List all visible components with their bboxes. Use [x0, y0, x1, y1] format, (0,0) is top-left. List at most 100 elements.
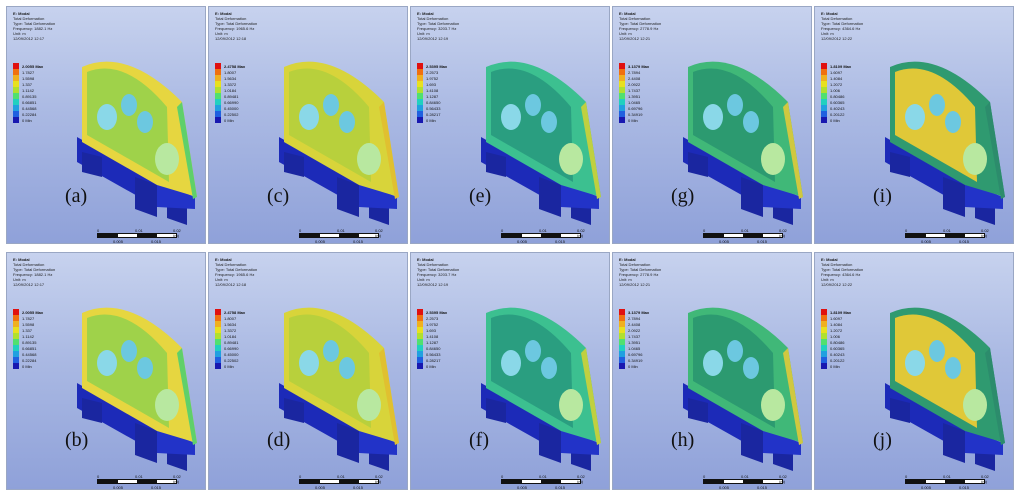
- legend-swatch: [13, 75, 19, 81]
- legend-value: 0.22502: [224, 111, 239, 117]
- legend-swatch: [619, 351, 625, 357]
- legend-row: 0.89135: [13, 339, 43, 345]
- legend-row: 0.84650: [417, 99, 447, 105]
- legend-row: 0.89481: [215, 93, 245, 99]
- bridge-model-render: [77, 61, 197, 225]
- bridge-holes: [97, 340, 179, 421]
- legend-swatch: [417, 117, 423, 123]
- legend-swatch: [619, 105, 625, 111]
- color-legend: 2.4758 Max 1.8007 1.5634 1.3372 1.0184 0.8948…: [215, 63, 245, 123]
- legend-row: 1.5634: [215, 321, 245, 327]
- legend-swatch: [619, 363, 625, 369]
- legend-value: 0.45000: [224, 105, 239, 111]
- title-line: 12/09/2012 12:22: [821, 282, 853, 287]
- panel-label: (g): [671, 185, 695, 207]
- bridge-base: [481, 383, 599, 471]
- legend-swatch: [13, 309, 19, 315]
- title-line: Frequency: 4364.6 Hz: [821, 272, 861, 277]
- title-line: E: Modal: [13, 257, 30, 262]
- scale-tick-label: 0.015: [151, 239, 162, 244]
- title-line: E: Modal: [417, 257, 434, 262]
- title-line: Frequency: 2778.9 Hz: [619, 272, 659, 277]
- legend-row: 0.69796: [619, 351, 649, 357]
- scale-tick-label: 0: [97, 474, 100, 479]
- panel-h: E: Modal Total Deformation Type: Total Def…: [612, 252, 812, 490]
- title-line: Unit: m: [619, 31, 632, 36]
- result-title-block: E: Modal Total Deformation Type: Total Def…: [821, 11, 863, 41]
- legend-value: 0.69796: [628, 351, 643, 357]
- scale-bar-segments: [501, 233, 581, 238]
- legend-value: 1.4084: [830, 321, 843, 327]
- legend-swatch: [619, 357, 625, 363]
- title-line: Frequency: 3203.7 Hz: [417, 272, 457, 277]
- legend-row: 0 Min: [619, 363, 649, 369]
- result-title-block: E: Modal Total Deformation Type: Total Def…: [215, 11, 257, 41]
- legend-row: 0.20122: [821, 111, 851, 117]
- legend-swatch: [13, 339, 19, 345]
- legend-row: 0 Min: [215, 117, 245, 123]
- scale-tick-label: 0.005: [517, 485, 528, 490]
- scale-tick-label: 0.02 (m): [981, 474, 989, 484]
- legend-swatch: [215, 87, 221, 93]
- legend-row: 0.28217: [417, 357, 447, 363]
- result-title-block: E: Modal Total Deformation Type: Total Def…: [13, 257, 55, 287]
- legend-swatch: [821, 327, 827, 333]
- legend-row: 0.56433: [417, 351, 447, 357]
- bridge-holes: [97, 94, 179, 175]
- scale-tick-label: 0: [703, 228, 706, 233]
- legend-row: 0 Min: [417, 117, 447, 123]
- legend-swatch: [821, 315, 827, 321]
- color-legend: 2.5395 Max 2.2573 1.9752 1.693 1.4108 1.1287 0…: [417, 63, 447, 123]
- scale-bar-segments: [905, 479, 985, 484]
- legend-swatch: [821, 87, 827, 93]
- legend-row: 3.1379 Max: [619, 63, 649, 69]
- legend-value: 1.9752: [426, 75, 439, 81]
- title-line: Unit: m: [215, 31, 228, 36]
- legend-swatch: [821, 99, 827, 105]
- legend-row: 0.40243: [821, 351, 851, 357]
- legend-row: 1.3372: [215, 81, 245, 87]
- title-line: Type: Total Deformation: [417, 21, 460, 26]
- legend-swatch: [821, 357, 827, 363]
- bridge-base: [481, 137, 599, 225]
- legend-swatch: [619, 81, 625, 87]
- legend-row: 1.0465: [619, 99, 649, 105]
- scale-bar: 0 0.01 0.02 (m) 0.005 0.015: [501, 474, 585, 490]
- panel-d: E: Modal Total Deformation Type: Total Def…: [208, 252, 408, 490]
- legend-row: 2.4408: [619, 321, 649, 327]
- legend-value: 1.006: [830, 333, 841, 339]
- scale-tick-label: 0.02 (m): [577, 474, 585, 484]
- title-line: Type: Total Deformation: [619, 267, 662, 272]
- bridge-holes: [501, 340, 583, 421]
- legend-value: 0 Min: [426, 363, 436, 369]
- legend-swatch: [417, 309, 423, 315]
- title-line: Frequency: 3203.7 Hz: [417, 26, 457, 31]
- legend-row: 1.9752: [417, 75, 447, 81]
- legend-swatch: [13, 315, 19, 321]
- scale-bar: 0 0.01 0.02 (m) 0.005 0.015: [97, 474, 181, 489]
- legend-row: 1.5598: [13, 75, 43, 81]
- legend-value: 2.7894: [628, 69, 641, 75]
- legend-swatch: [619, 69, 625, 75]
- panel-g: E: Modal Total Deformation Type: Total Def…: [612, 6, 812, 244]
- color-legend: 2.0055 Max 1.7827 1.5598 1.337 1.1142 0.89135…: [13, 309, 43, 369]
- legend-value: 0.80486: [830, 93, 845, 99]
- legend-row: 1.3372: [215, 327, 245, 333]
- legend-swatch: [619, 117, 625, 123]
- bridge-holes: [703, 340, 785, 421]
- panel-e: E: Modal Total Deformation Type: Total Def…: [410, 6, 610, 244]
- title-line: Frequency: 1882.1 Hz: [13, 272, 53, 277]
- title-line: E: Modal: [821, 11, 838, 16]
- legend-value: 0.66851: [22, 99, 37, 105]
- legend-value: 1.8109 Max: [830, 309, 852, 315]
- panel-f: E: Modal Total Deformation Type: Total Def…: [410, 252, 610, 490]
- legend-value: 1.337: [22, 81, 33, 87]
- scale-tick-label: 0.015: [959, 485, 970, 490]
- legend-value: 0.56433: [426, 351, 441, 357]
- title-line: Frequency: 2778.9 Hz: [619, 26, 659, 31]
- scale-tick-label: 0.015: [959, 239, 970, 244]
- color-legend: 1.8109 Max 1.6097 1.4084 1.2072 1.006 0.80486…: [821, 309, 851, 369]
- legend-swatch: [821, 69, 827, 75]
- legend-swatch: [619, 321, 625, 327]
- bridge-model-render: [279, 61, 399, 225]
